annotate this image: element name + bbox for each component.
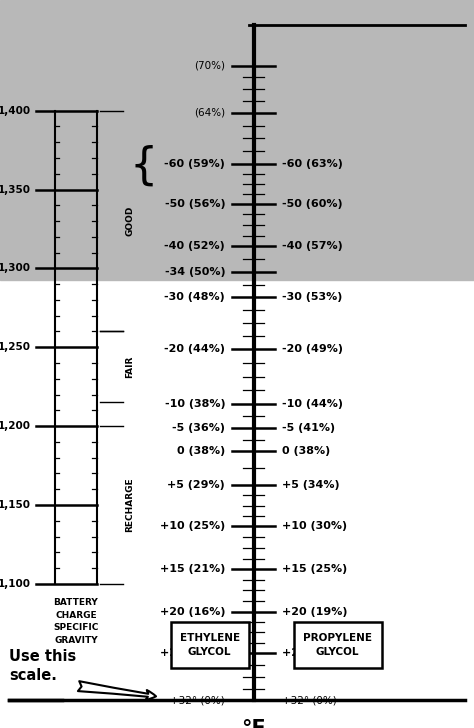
FancyBboxPatch shape [294,622,382,668]
Text: FAIR: FAIR [126,356,135,378]
Text: 0 (38%): 0 (38%) [177,446,225,456]
Text: +25 (12%): +25 (12%) [282,648,347,658]
Text: Use this
scale.: Use this scale. [9,649,77,683]
Text: -60 (63%): -60 (63%) [282,159,343,169]
Text: {: { [129,144,158,187]
Text: PROPYLENE
GLYCOL: PROPYLENE GLYCOL [303,633,372,657]
Text: 0 (38%): 0 (38%) [282,446,330,456]
Text: +5 (29%): +5 (29%) [167,480,225,490]
Text: 1,100: 1,100 [0,579,31,589]
Text: -50 (56%): -50 (56%) [164,199,225,209]
Text: 1,200: 1,200 [0,421,31,431]
Text: +32° (0%): +32° (0%) [170,695,225,705]
Text: 1,300: 1,300 [0,264,31,274]
Text: -34 (50%): -34 (50%) [164,267,225,277]
Text: -5 (36%): -5 (36%) [172,423,225,433]
Text: ETHYLENE
GLYCOL: ETHYLENE GLYCOL [180,633,240,657]
Text: +25 (10%): +25 (10%) [160,648,225,658]
Text: -30 (53%): -30 (53%) [282,292,342,302]
Text: 1,400: 1,400 [0,106,31,116]
Text: -10 (38%): -10 (38%) [164,399,225,409]
Text: °F: °F [241,719,266,728]
Text: RECHARGE: RECHARGE [126,478,135,532]
Text: -20 (44%): -20 (44%) [164,344,225,355]
Text: 1,350: 1,350 [0,184,31,194]
Text: -5 (41%): -5 (41%) [282,423,335,433]
Text: -30 (48%): -30 (48%) [164,292,225,302]
Text: 1,250: 1,250 [0,342,31,352]
Text: +15 (21%): +15 (21%) [160,564,225,574]
Text: -50 (60%): -50 (60%) [282,199,343,209]
Text: -10 (44%): -10 (44%) [282,399,343,409]
FancyBboxPatch shape [171,622,249,668]
Bar [0,0,474,280]
Text: -20 (49%): -20 (49%) [282,344,343,355]
Text: +5 (34%): +5 (34%) [282,480,340,490]
Text: -40 (52%): -40 (52%) [164,241,225,251]
Text: +15 (25%): +15 (25%) [282,564,347,574]
Text: BATTERY
CHARGE
SPECIFIC
GRAVITY: BATTERY CHARGE SPECIFIC GRAVITY [53,598,99,645]
Text: +32° (0%): +32° (0%) [282,695,337,705]
Text: (64%): (64%) [194,108,225,118]
Text: -40 (57%): -40 (57%) [282,241,343,251]
Text: +20 (19%): +20 (19%) [282,606,347,617]
Text: (70%): (70%) [194,60,225,71]
Text: 1,150: 1,150 [0,500,31,510]
Text: +10 (25%): +10 (25%) [160,521,225,531]
Text: +20 (16%): +20 (16%) [160,606,225,617]
Text: -60 (59%): -60 (59%) [164,159,225,169]
Text: GOOD: GOOD [126,206,135,237]
Text: +10 (30%): +10 (30%) [282,521,347,531]
